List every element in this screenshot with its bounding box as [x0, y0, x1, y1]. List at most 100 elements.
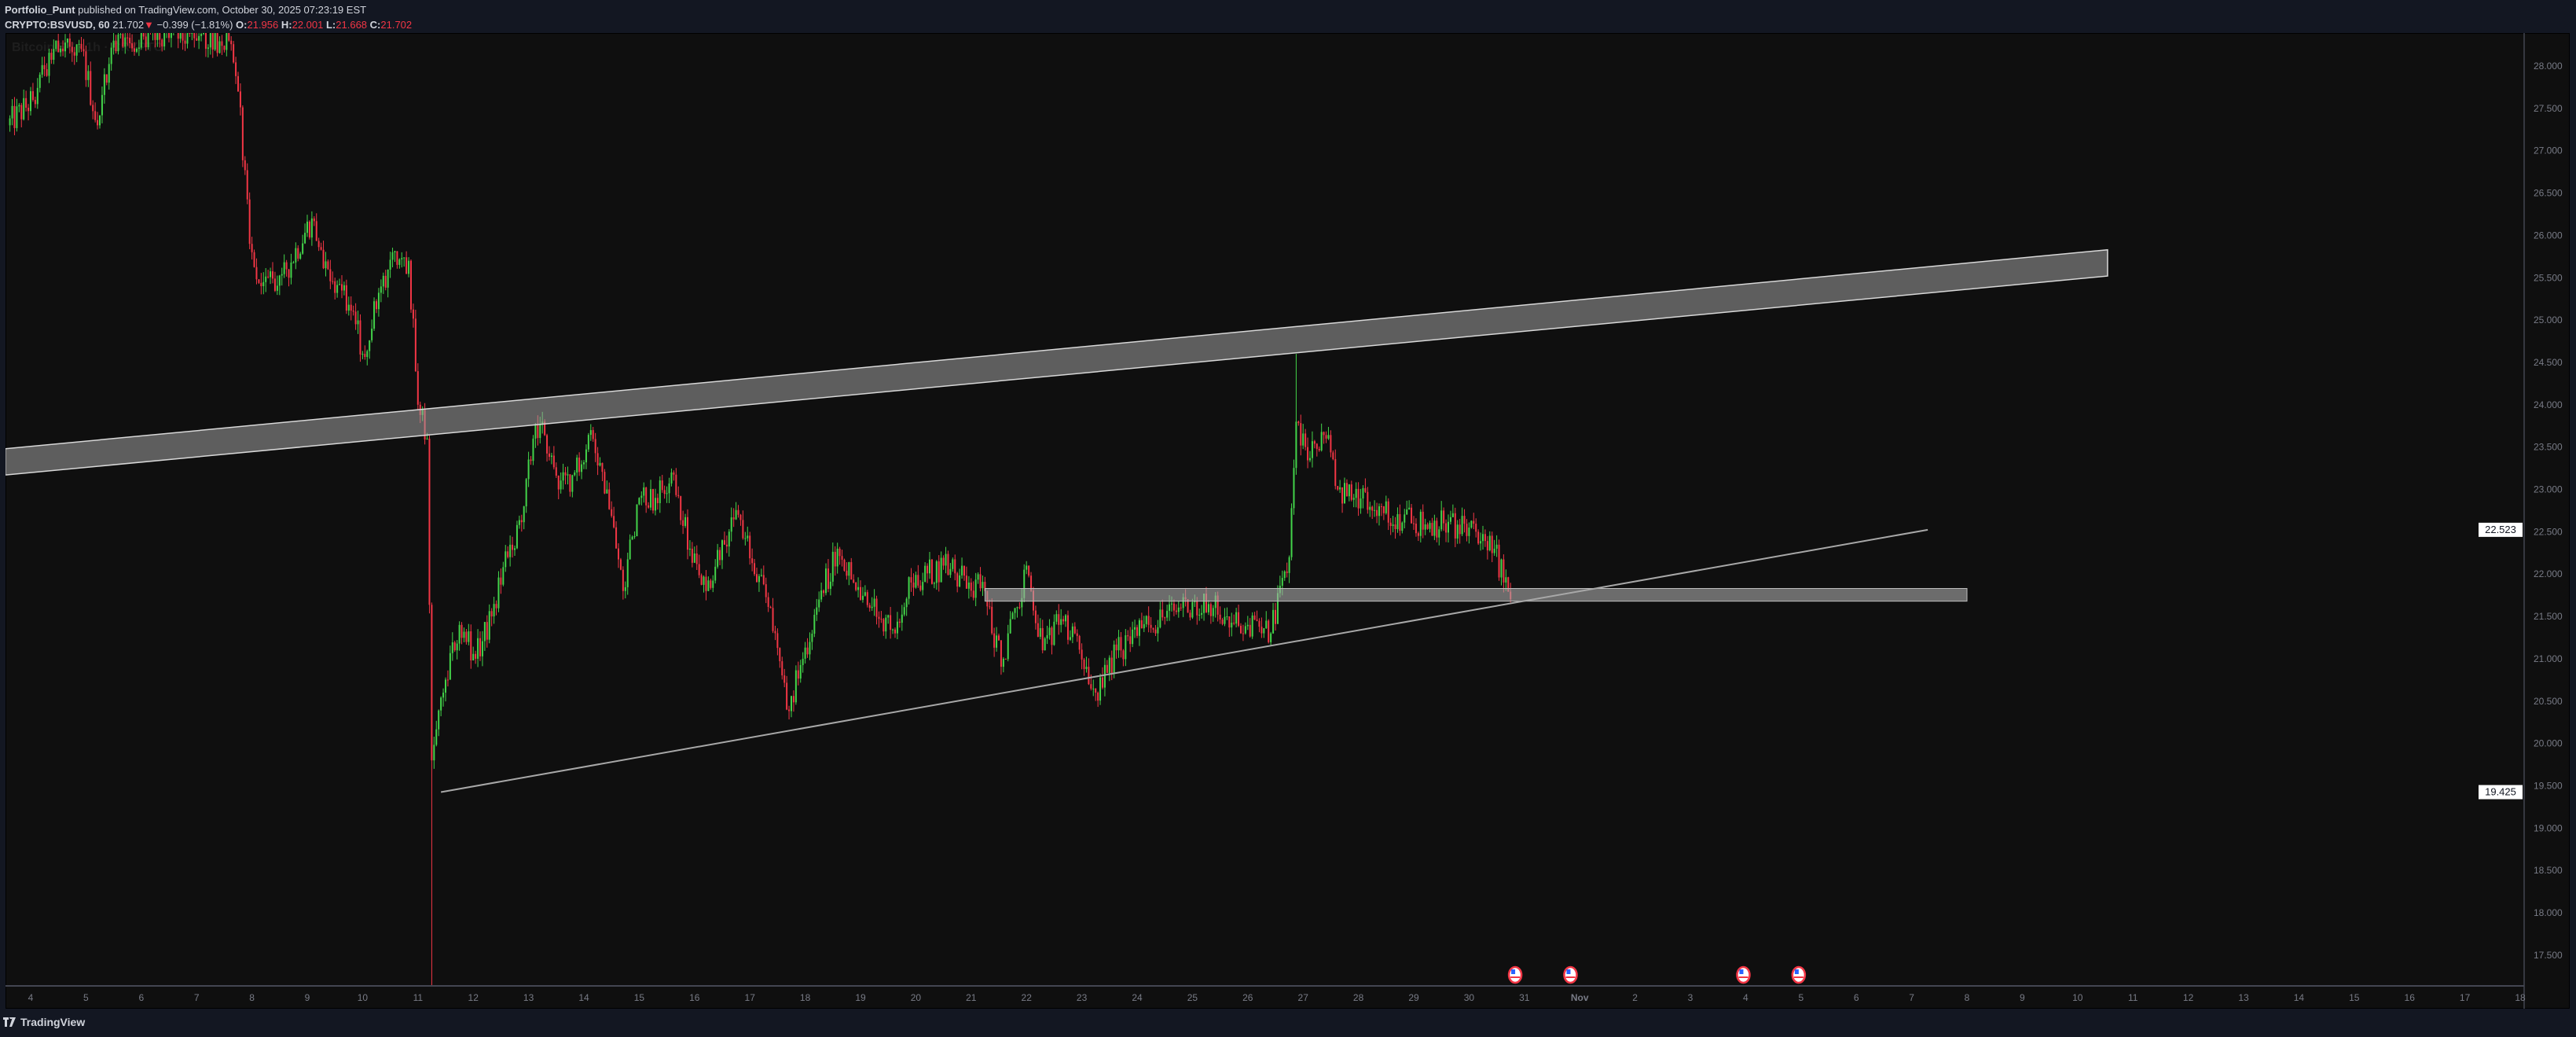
- candle-body: [477, 638, 479, 659]
- candle-body: [552, 455, 555, 468]
- candle-body: [1404, 514, 1406, 523]
- candle-body: [838, 548, 841, 557]
- candle-body: [310, 218, 313, 238]
- candle-body: [1367, 491, 1369, 510]
- time-tick-label: 10: [2072, 992, 2083, 1003]
- time-tick-label: 18: [2515, 992, 2526, 1003]
- candle-body: [1134, 627, 1136, 630]
- candle-body: [896, 621, 898, 634]
- candle-body: [1484, 534, 1486, 542]
- chart-pane[interactable]: [6, 33, 2570, 1009]
- candle-body: [288, 269, 290, 278]
- candle-body: [977, 574, 979, 580]
- candle-body: [124, 37, 127, 47]
- candle-body: [403, 257, 405, 259]
- candle-body: [670, 472, 673, 484]
- candle-body: [1364, 487, 1367, 492]
- candle-body: [1399, 513, 1401, 531]
- candle-body: [302, 243, 304, 254]
- candle-body: [622, 569, 624, 591]
- candle-body: [645, 487, 648, 506]
- candle-body: [1231, 623, 1233, 628]
- candle-body: [131, 43, 134, 49]
- candle-body: [179, 33, 182, 39]
- candle-body: [410, 260, 412, 310]
- candle-body: [1493, 548, 1495, 553]
- candle-body: [1260, 627, 1263, 634]
- candle-body: [453, 642, 456, 651]
- candle-body: [320, 247, 322, 250]
- plot-area[interactable]: [6, 33, 2108, 989]
- candle-body: [516, 524, 518, 549]
- time-tick-label: 23: [1077, 992, 1088, 1003]
- candle-body: [1473, 520, 1475, 524]
- candle-body: [860, 587, 861, 600]
- candlestick-chart[interactable]: 17.500 18.000 18.500 19.000 19.500 20.000 20.5…: [6, 33, 2570, 1009]
- time-tick-label: 10: [358, 992, 369, 1003]
- candle-body: [1007, 633, 1009, 660]
- upper-channel-drawing[interactable]: [6, 248, 2108, 476]
- candle-body: [930, 559, 933, 584]
- candle-body: [50, 53, 53, 61]
- flag-stripe: [1565, 976, 1576, 978]
- candle-body: [868, 605, 871, 609]
- candle-body: [792, 696, 794, 703]
- candle-body: [993, 633, 996, 648]
- candle-body: [1106, 664, 1108, 674]
- candle-body: [1132, 629, 1134, 645]
- candle-body: [1085, 667, 1088, 669]
- candle-body: [1286, 571, 1288, 573]
- candle-body: [576, 458, 578, 473]
- open-label: O:: [236, 19, 248, 31]
- candle-body: [998, 635, 1000, 641]
- candle-body: [117, 35, 119, 52]
- candle-body: [1385, 501, 1387, 513]
- candle-body: [486, 622, 488, 640]
- author-name[interactable]: Portfolio_Punt: [5, 4, 75, 16]
- candle-body: [341, 284, 343, 291]
- candle-body: [846, 570, 848, 576]
- candle-body: [87, 71, 90, 80]
- candle-body: [1014, 608, 1016, 613]
- candle-body: [260, 282, 262, 287]
- candle-body: [1498, 544, 1500, 578]
- candle-body: [71, 46, 73, 53]
- candle-body: [1480, 541, 1482, 544]
- candle-body: [1406, 509, 1408, 515]
- time-tick-label: 22: [1022, 992, 1033, 1003]
- candle-body: [1143, 623, 1145, 629]
- candle-body: [534, 424, 537, 439]
- price-change: −0.399 (−1.81%): [156, 19, 233, 31]
- candle-body: [1288, 557, 1290, 573]
- candle-body: [963, 565, 965, 576]
- candle-body: [191, 33, 193, 35]
- candle-body: [594, 439, 596, 454]
- candle-body: [1433, 520, 1436, 536]
- price-tick-label: 19.000: [2534, 822, 2563, 833]
- horizontal-zone-drawing[interactable]: [984, 588, 1968, 602]
- candle-body: [650, 489, 652, 508]
- time-tick-label: 7: [1909, 992, 1914, 1003]
- candle-body: [762, 575, 765, 585]
- candle-body: [613, 516, 615, 528]
- candle-body: [373, 301, 376, 329]
- candle-body: [297, 248, 299, 259]
- candle-body: [145, 36, 147, 48]
- candle-body: [140, 33, 142, 48]
- candle-body: [75, 44, 78, 56]
- time-tick-label: 5: [1798, 992, 1804, 1003]
- candle-body: [207, 47, 209, 50]
- candle-body: [583, 462, 585, 465]
- support-trendline-drawing[interactable]: [440, 528, 1928, 793]
- candle-body: [959, 575, 961, 587]
- candle-body: [468, 631, 470, 642]
- candle-body: [198, 35, 200, 41]
- candle-body: [991, 606, 993, 634]
- price-tick-label: 18.000: [2534, 907, 2563, 918]
- candle-body: [1466, 524, 1468, 536]
- candle-body: [1226, 616, 1228, 617]
- candle-body: [1376, 509, 1378, 517]
- candle-body: [509, 544, 512, 557]
- candle-body: [1263, 628, 1265, 634]
- candle-body: [472, 653, 475, 660]
